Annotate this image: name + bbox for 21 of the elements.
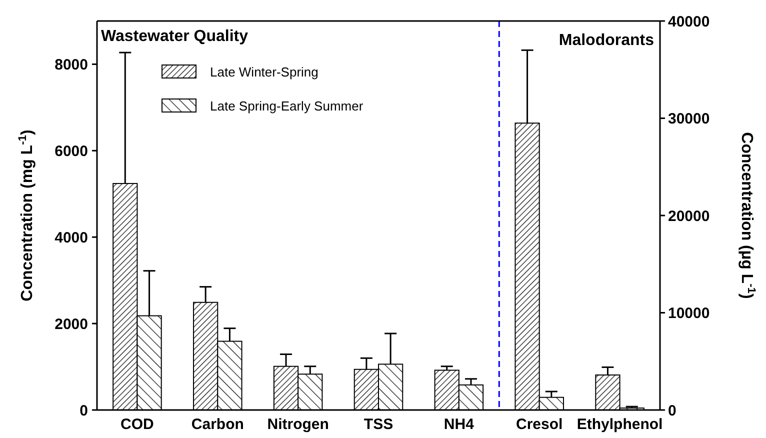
y2-tick-label: 10000 (668, 305, 710, 322)
y2-tick-label: 30000 (668, 110, 710, 128)
y2-tick-label: 40000 (668, 13, 710, 30)
x-tick-label: COD (120, 416, 154, 433)
annotation: Wastewater Quality (101, 28, 248, 45)
y-tick-label: 0 (80, 402, 88, 420)
x-tick-label: NH4 (444, 416, 475, 433)
y2-tick-label: 20000 (668, 208, 710, 225)
annotation: Malodorants (558, 32, 654, 49)
x-tick-label: TSS (364, 416, 394, 433)
y-tick-label: 2000 (54, 316, 88, 333)
y-tick-label: 6000 (54, 142, 88, 160)
x-tick-label: Carbon (191, 416, 244, 433)
y-tick-label: 8000 (54, 56, 88, 74)
legend-label: Late Spring-Early Summer (210, 98, 364, 114)
x-tick-label: Nitrogen (267, 416, 329, 433)
legend-label: Late Winter-Spring (210, 64, 318, 80)
x-tick-label: Ethylphenol (576, 416, 663, 433)
y-tick-label: 4000 (54, 229, 88, 246)
x-tick-label: Cresol (516, 416, 563, 433)
y2-tick-label: 0 (668, 402, 676, 420)
